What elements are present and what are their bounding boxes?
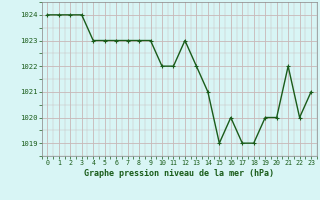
X-axis label: Graphe pression niveau de la mer (hPa): Graphe pression niveau de la mer (hPa) bbox=[84, 169, 274, 178]
